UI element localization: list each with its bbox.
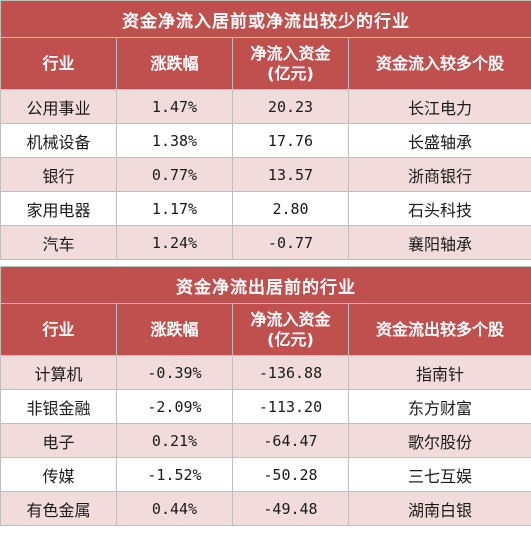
table-row: 有色金属 0.44% -49.48 湖南白银 [0,491,531,526]
industry-cell: 非银金融 [0,389,117,424]
table-row: 银行 0.77% 13.57 浙商银行 [0,157,531,192]
net-flow-cell: -64.47 [232,423,349,458]
industry-cell: 银行 [0,157,117,192]
industry-cell: 公用事业 [0,89,117,124]
industry-cell: 家用电器 [0,191,117,226]
outflow-table: 资金净流出居前的行业 行业 涨跌幅 净流入资金 (亿元) 资金流出较多个股 计算… [0,266,531,526]
net-flow-cell: -113.20 [232,389,349,424]
header-change: 涨跌幅 [116,303,233,356]
table-row: 非银金融 -2.09% -113.20 东方财富 [0,389,531,424]
outflow-table-title: 资金净流出居前的行业 [0,266,531,304]
net-flow-cell: 17.76 [232,123,349,158]
net-flow-cell: 20.23 [232,89,349,124]
fund-flow-report: 资金净流入居前或净流出较少的行业 行业 涨跌幅 净流入资金 (亿元) 资金流入较… [0,0,531,526]
stock-cell: 石头科技 [348,191,531,226]
change-cell: 1.17% [116,191,233,226]
stock-cell: 指南针 [348,355,531,390]
header-net-flow: 净流入资金 (亿元) [232,37,349,90]
table-row: 电子 0.21% -64.47 歌尔股份 [0,423,531,458]
header-industry: 行业 [0,37,117,90]
inflow-table-title-row: 资金净流入居前或净流出较少的行业 [0,0,531,38]
stock-cell: 襄阳轴承 [348,225,531,260]
net-flow-cell: -50.28 [232,457,349,492]
stock-cell: 三七互娱 [348,457,531,492]
inflow-table-header-row: 行业 涨跌幅 净流入资金 (亿元) 资金流入较多个股 [0,37,531,90]
table-row: 机械设备 1.38% 17.76 长盛轴承 [0,123,531,158]
table-row: 传媒 -1.52% -50.28 三七互娱 [0,457,531,492]
stock-cell: 东方财富 [348,389,531,424]
stock-cell: 长江电力 [348,89,531,124]
change-cell: 1.24% [116,225,233,260]
header-net-flow: 净流入资金 (亿元) [232,303,349,356]
table-row: 公用事业 1.47% 20.23 长江电力 [0,89,531,124]
change-cell: -0.39% [116,355,233,390]
header-industry: 行业 [0,303,117,356]
stock-cell: 浙商银行 [348,157,531,192]
change-cell: 0.77% [116,157,233,192]
industry-cell: 机械设备 [0,123,117,158]
industry-cell: 汽车 [0,225,117,260]
industry-cell: 计算机 [0,355,117,390]
change-cell: 0.21% [116,423,233,458]
table-row: 家用电器 1.17% 2.80 石头科技 [0,191,531,226]
inflow-table: 资金净流入居前或净流出较少的行业 行业 涨跌幅 净流入资金 (亿元) 资金流入较… [0,0,531,260]
inflow-table-title: 资金净流入居前或净流出较少的行业 [0,0,531,38]
net-flow-cell: -0.77 [232,225,349,260]
net-flow-cell: -136.88 [232,355,349,390]
stock-cell: 歌尔股份 [348,423,531,458]
industry-cell: 传媒 [0,457,117,492]
stock-cell: 湖南白银 [348,491,531,526]
industry-cell: 有色金属 [0,491,117,526]
table-row: 计算机 -0.39% -136.88 指南针 [0,355,531,390]
net-flow-cell: 13.57 [232,157,349,192]
table-row: 汽车 1.24% -0.77 襄阳轴承 [0,225,531,260]
change-cell: 0.44% [116,491,233,526]
header-stock: 资金流入较多个股 [348,37,531,90]
change-cell: 1.38% [116,123,233,158]
net-flow-cell: -49.48 [232,491,349,526]
outflow-table-header-row: 行业 涨跌幅 净流入资金 (亿元) 资金流出较多个股 [0,303,531,356]
change-cell: -1.52% [116,457,233,492]
header-change: 涨跌幅 [116,37,233,90]
industry-cell: 电子 [0,423,117,458]
change-cell: 1.47% [116,89,233,124]
outflow-table-title-row: 资金净流出居前的行业 [0,266,531,304]
stock-cell: 长盛轴承 [348,123,531,158]
net-flow-cell: 2.80 [232,191,349,226]
change-cell: -2.09% [116,389,233,424]
header-stock: 资金流出较多个股 [348,303,531,356]
